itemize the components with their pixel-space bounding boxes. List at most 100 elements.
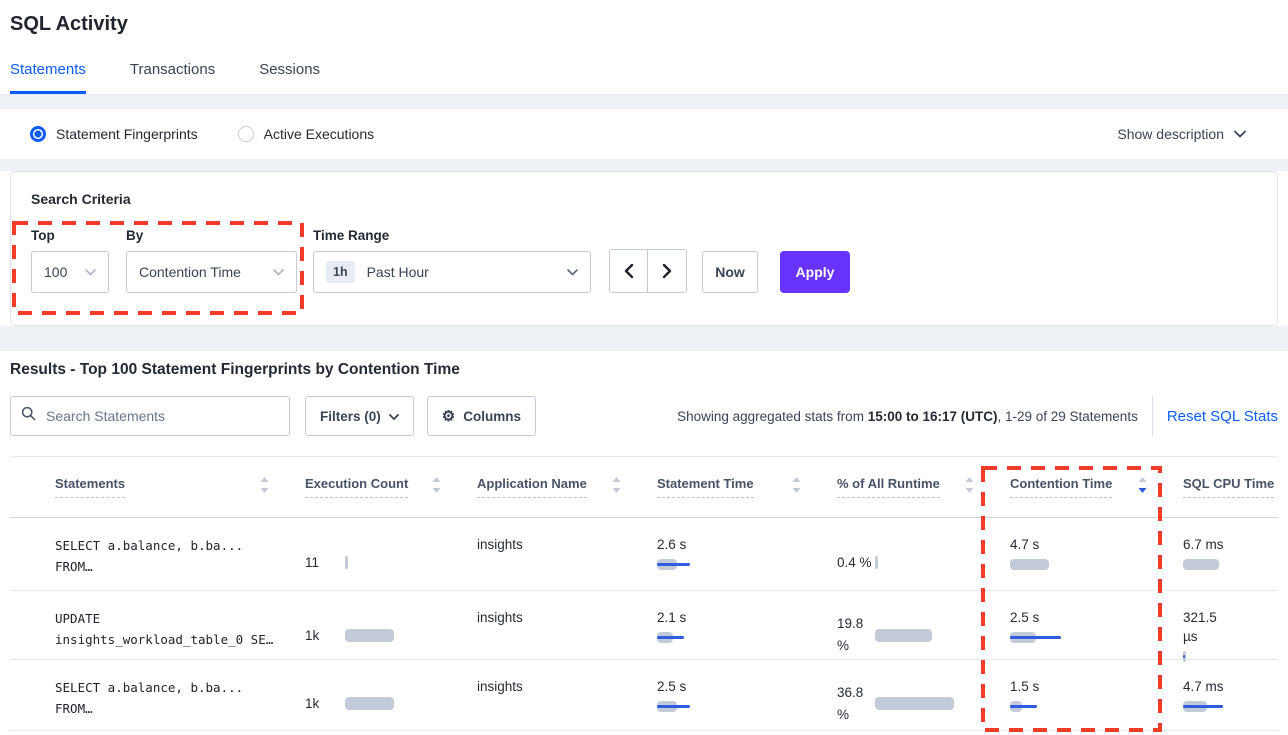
tab-statements[interactable]: Statements (10, 61, 86, 94)
previous-time-range-button[interactable] (610, 250, 648, 292)
table-header-row: Statements Execution Count Application N… (10, 457, 1278, 518)
chevron-down-icon (1234, 130, 1246, 138)
search-statements-input[interactable] (44, 407, 279, 425)
sql-cpu-time-cell: 321.5 µs (1183, 591, 1278, 662)
results-heading: Results - Top 100 Statement Fingerprints… (10, 361, 460, 378)
column-header-contention-time[interactable]: Contention Time (1010, 476, 1183, 498)
now-button[interactable]: Now (702, 251, 758, 293)
filters-button-label: Filters (0) (320, 408, 381, 424)
column-header-statement-time[interactable]: Statement Time (657, 476, 837, 498)
application-name-cell: insights (477, 610, 523, 625)
sql-cpu-time-bar (1183, 559, 1219, 570)
section-gap (0, 95, 1288, 109)
contention-time-bar (1010, 559, 1049, 570)
statement-fingerprint-link[interactable]: UPDATE insights_workload_table_0 SE… (55, 611, 274, 647)
results-toolbar: Filters (0) ⚙ Columns Showing aggregated… (10, 396, 1278, 436)
execution-count-bar (345, 628, 394, 642)
next-time-range-button[interactable] (648, 250, 686, 292)
column-header-execution-count[interactable]: Execution Count (305, 476, 477, 498)
pct-runtime-cell: 36.8% (837, 660, 1010, 730)
top-select[interactable]: 100 (31, 251, 109, 293)
search-criteria-title: Search Criteria (31, 191, 131, 207)
time-range-group: Time Range 1h Past Hour (313, 228, 591, 293)
tab-transactions[interactable]: Transactions (129, 61, 216, 78)
radio-statement-fingerprints[interactable]: Statement Fingerprints (30, 126, 198, 142)
statements-table: Statements Execution Count Application N… (10, 456, 1278, 731)
statement-time-cell: 2.6 s (657, 518, 837, 590)
time-range-label: Time Range (313, 228, 390, 243)
radio-unselected-icon (237, 126, 254, 142)
contention-time-line (1010, 636, 1061, 639)
radio-selected-icon (30, 126, 46, 142)
table-row: SELECT a.balance, b.ba... FROM… 1k insig… (10, 660, 1278, 731)
search-statements-box (10, 396, 290, 436)
search-criteria-panel: Search Criteria Top 100 By Contention Ti… (10, 171, 1278, 326)
radio-label: Statement Fingerprints (56, 126, 198, 142)
sort-icon[interactable] (965, 476, 974, 498)
execution-count-cell: 1k (305, 591, 477, 662)
reset-sql-stats-link[interactable]: Reset SQL Stats (1166, 407, 1278, 425)
table-row: SELECT a.balance, b.ba... FROM… 11 insig… (10, 518, 1278, 591)
contention-time-cell: 2.5 s (1010, 591, 1183, 662)
pct-runtime-bar (875, 556, 878, 569)
by-label: By (126, 228, 144, 243)
contention-time-cell: 4.7 s (1010, 518, 1183, 590)
sql-cpu-time-line (1183, 655, 1185, 658)
column-header-application-name[interactable]: Application Name (477, 476, 657, 498)
view-toggle-strip: Statement Fingerprints Active Executions… (0, 109, 1288, 159)
top-select-value: 100 (44, 264, 68, 280)
gear-icon: ⚙ (441, 407, 456, 425)
execution-count-value: 1k (305, 627, 320, 643)
application-name-cell: insights (477, 679, 523, 694)
pct-runtime-bar (875, 628, 932, 642)
sql-cpu-time-cell: 6.7 ms (1183, 518, 1278, 590)
tab-bar: Statements Transactions Sessions (0, 61, 1288, 95)
by-select[interactable]: Contention Time (126, 251, 297, 293)
execution-count-cell: 11 (305, 518, 477, 590)
time-range-badge: 1h (326, 261, 355, 283)
by-select-value: Contention Time (139, 264, 241, 280)
execution-count-value: 11 (305, 555, 320, 570)
radio-active-executions[interactable]: Active Executions (237, 126, 375, 142)
page-title: SQL Activity (10, 13, 128, 35)
section-gap (0, 326, 1288, 351)
chevron-down-icon (273, 268, 284, 276)
top-group: Top 100 (31, 228, 109, 293)
search-icon (21, 406, 36, 426)
statement-time-line (657, 636, 684, 639)
statement-time-line (657, 563, 690, 566)
sort-icon[interactable] (612, 476, 621, 498)
pct-runtime-cell: 19.8% (837, 591, 1010, 662)
tab-sessions[interactable]: Sessions (259, 61, 321, 78)
pct-runtime-cell: 0.4 % (837, 518, 1010, 590)
show-description-toggle[interactable]: Show description (1117, 126, 1246, 142)
time-range-value: Past Hour (366, 264, 429, 280)
sort-icon[interactable] (432, 476, 441, 498)
aggregated-stats-text: Showing aggregated stats from 15:00 to 1… (677, 408, 1138, 424)
columns-button[interactable]: ⚙ Columns (426, 396, 536, 436)
column-header-pct-all-runtime[interactable]: % of All Runtime (837, 476, 1010, 498)
sql-cpu-time-cell: 4.7 ms (1183, 660, 1278, 730)
sort-icon-active-desc[interactable] (1138, 476, 1147, 498)
table-row: UPDATE insights_workload_table_0 SE… 1k … (10, 591, 1278, 662)
column-header-statements[interactable]: Statements (55, 476, 305, 498)
time-range-select[interactable]: 1h Past Hour (313, 251, 591, 293)
sql-cpu-time-line (1183, 705, 1223, 708)
vertical-divider (1151, 396, 1153, 436)
pct-runtime-bar (875, 697, 954, 710)
statement-fingerprint-link[interactable]: SELECT a.balance, b.ba... FROM… (55, 680, 244, 716)
statement-time-line (657, 705, 690, 708)
apply-button[interactable]: Apply (780, 251, 850, 293)
application-name-cell: insights (477, 537, 523, 552)
statement-fingerprint-link[interactable]: SELECT a.balance, b.ba... FROM… (55, 538, 244, 574)
sort-icon[interactable] (260, 476, 269, 498)
chevron-down-icon (388, 409, 399, 424)
filters-button[interactable]: Filters (0) (305, 396, 414, 436)
by-group: By Contention Time (126, 228, 297, 293)
column-header-sql-cpu-time[interactable]: SQL CPU Time (1183, 476, 1288, 498)
execution-count-bar (345, 697, 394, 710)
statement-time-cell: 2.5 s (657, 660, 837, 730)
sort-icon[interactable] (792, 476, 801, 498)
radio-label: Active Executions (263, 126, 375, 142)
show-description-label: Show description (1117, 126, 1224, 142)
